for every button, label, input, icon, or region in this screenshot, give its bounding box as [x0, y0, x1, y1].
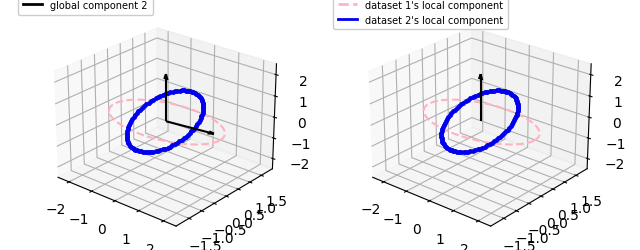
- Legend: global component 1, global component 2: global component 1, global component 2: [18, 0, 152, 16]
- Legend: global component, dataset 1's local component, dataset 2's local component: global component, dataset 1's local comp…: [333, 0, 508, 30]
